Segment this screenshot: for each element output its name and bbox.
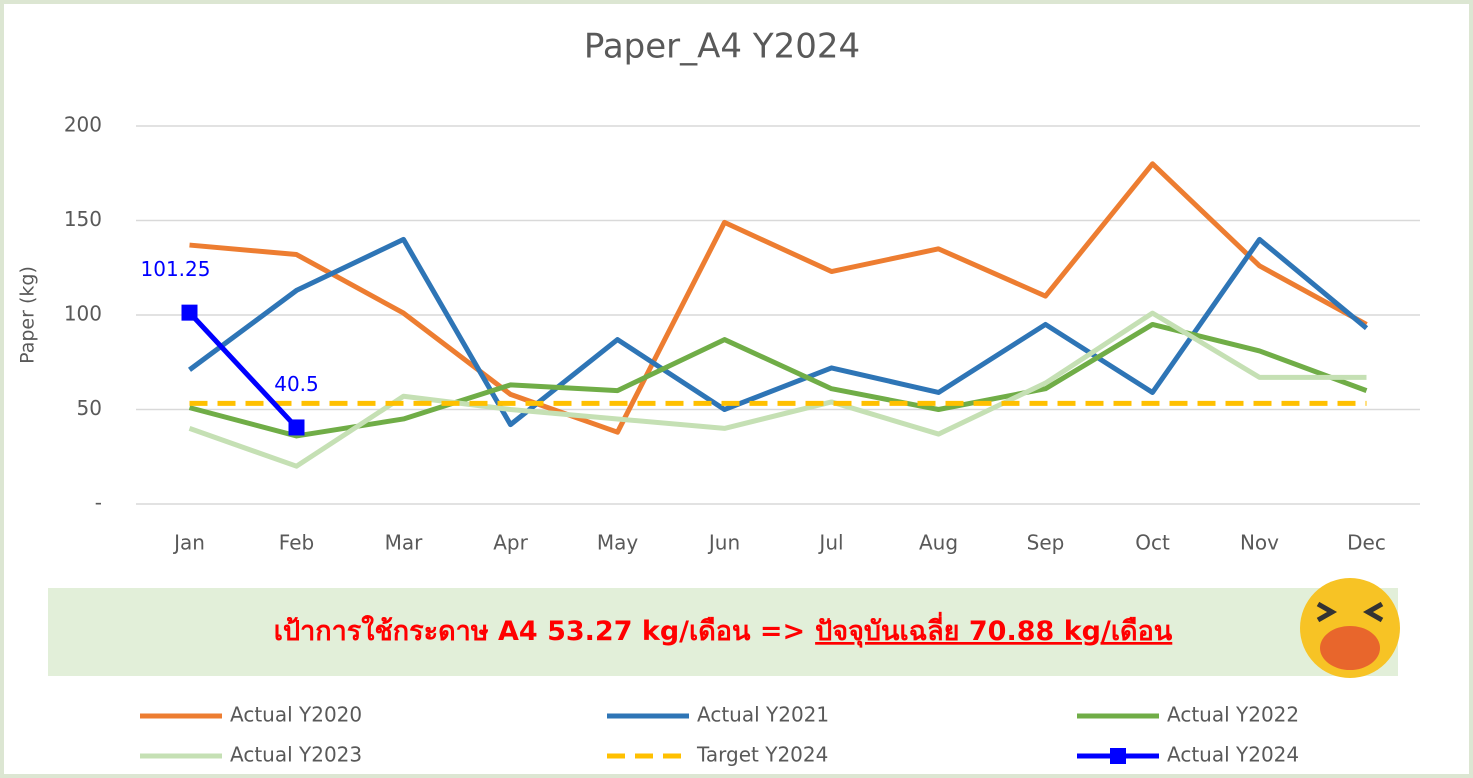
legend-label: Actual Y2022 — [1167, 703, 1299, 727]
x-tick-label: May — [597, 531, 639, 555]
y-tick-label: 150 — [64, 207, 102, 231]
legend-label: Actual Y2023 — [230, 743, 362, 767]
emoji — [1300, 578, 1400, 678]
x-tick-label: Nov — [1240, 531, 1279, 555]
banner — [48, 588, 1398, 676]
legend-label: Actual Y2020 — [230, 703, 362, 727]
series-line — [187, 310, 299, 430]
x-tick-label: Oct — [1135, 531, 1170, 555]
x-tick-label: Apr — [493, 531, 528, 555]
marker — [288, 419, 305, 436]
y-tick-label: 50 — [77, 396, 102, 420]
legend-marker — [1110, 748, 1126, 764]
legend-label: Target Y2024 — [696, 743, 828, 767]
y-tick-label: 200 — [64, 113, 102, 137]
chart-title: Paper_A4 Y2024 — [584, 27, 860, 67]
x-tick-label: Jun — [707, 531, 740, 555]
x-tick-label: Jul — [817, 531, 843, 555]
x-tick-label: Mar — [385, 531, 424, 555]
banner-text: เป้าการใช้กระดาษ A4 53.27 kg/เดือน => ปัจ… — [274, 611, 1173, 648]
series-line — [188, 310, 1367, 469]
series-line — [188, 321, 1368, 439]
x-tick-label: Jan — [172, 531, 205, 555]
series-line — [188, 236, 1369, 428]
x-tick-label: Feb — [279, 531, 314, 555]
legend-label: Actual Y2024 — [1167, 743, 1299, 767]
y-tick-label: - — [95, 491, 102, 515]
banner-target: เป้าการใช้กระดาษ A4 53.27 kg/เดือน => — [274, 615, 805, 647]
x-tick-label: Dec — [1347, 531, 1386, 555]
data-label: 40.5 — [274, 372, 319, 396]
series-line — [189, 161, 1368, 435]
x-tick-label: Aug — [919, 531, 958, 555]
emoji-mouth — [1320, 626, 1380, 670]
banner-highlight: ปัจจุบันเฉลี่ย 70.88 kg/เดือน — [815, 611, 1173, 648]
emoji-eyes — [1316, 601, 1384, 623]
y-axis-label: Paper (kg) — [17, 266, 39, 364]
x-tick-label: Sep — [1027, 531, 1065, 555]
marker — [181, 304, 198, 321]
y-tick-label: 100 — [64, 302, 102, 326]
data-label: 101.25 — [141, 257, 211, 281]
legend-label: Actual Y2021 — [697, 703, 829, 727]
